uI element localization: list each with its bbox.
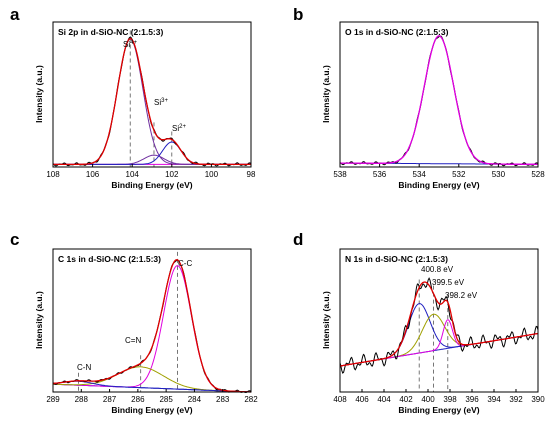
panel-b-x-tick-label: 534 xyxy=(413,170,427,179)
panel-c-ylabel: Intensity (a.u.) xyxy=(34,291,44,349)
panel-c-x-tick-label: 285 xyxy=(159,395,173,404)
panel-c-component-c1-line xyxy=(53,265,251,393)
panel-a-peak-label-si4: Si4+ xyxy=(123,40,137,49)
panel-d-component-c1-line xyxy=(339,303,539,367)
panel-d-x-tick-label: 408 xyxy=(333,395,347,404)
panel-a-peak-label-si2: Si2+ xyxy=(172,124,186,133)
panel-c-plot: 289 288 287 286 285 284 283 282 xyxy=(46,251,258,404)
panel-d-peak-label-398-2: 398.2 eV xyxy=(445,291,478,300)
panel-d-x-tick-label: 390 xyxy=(531,395,545,404)
panel-b-component-c1-line xyxy=(339,35,538,165)
panel-a-peak-label-si3: Si3+ xyxy=(154,98,168,107)
panel-c-xlabel: Binding Energy (eV) xyxy=(111,405,192,415)
panel-d-x-tick-label: 404 xyxy=(377,395,391,404)
panel-c-x-tick-label: 287 xyxy=(103,395,117,404)
panel-c-x-tick-label: 288 xyxy=(75,395,89,404)
panel-a-letter: a xyxy=(10,5,20,24)
panel-b-letter: b xyxy=(293,5,303,24)
panel-d-x-tick-label: 400 xyxy=(421,395,435,404)
panel-b-plot: 538 536 534 532 530 528 xyxy=(333,35,545,179)
panel-c-title: C 1s in d-SiO-NC (2:1.5:3) xyxy=(58,254,161,264)
panel-d: d 408 406 404 402 400 398 396 394 392 390 N 1s in… xyxy=(293,230,545,415)
panel-a-x-tick-label: 98 xyxy=(247,170,256,179)
panel-a-component-c1-line xyxy=(53,38,251,165)
panel-a-x-tick-label: 104 xyxy=(126,170,140,179)
panel-a-xlabel: Binding Energy (eV) xyxy=(111,180,192,190)
panel-c-x-tick-label: 289 xyxy=(46,395,60,404)
panel-a-x-tick-label: 102 xyxy=(165,170,179,179)
panel-d-peak-label-399-5: 399.5 eV xyxy=(432,278,465,287)
panel-d-x-tick-label: 398 xyxy=(443,395,457,404)
panel-a-envelope-line xyxy=(53,37,251,166)
panel-b-envelope-line xyxy=(339,35,538,166)
panel-b-raw-data-line xyxy=(339,35,539,167)
panel-c-peak-label-cc: C-C xyxy=(178,259,192,268)
panel-a-component-c2-line xyxy=(53,154,251,165)
panel-c-x-tick-label: 283 xyxy=(216,395,230,404)
panel-d-x-tick-label: 396 xyxy=(465,395,479,404)
panel-d-envelope-line xyxy=(339,281,539,367)
panel-d-plot: 408 406 404 402 400 398 396 394 392 390 xyxy=(333,277,545,404)
panel-d-x-tick-label: 402 xyxy=(399,395,413,404)
panel-b-x-tick-label: 528 xyxy=(531,170,545,179)
panel-c: c 289 288 287 286 285 284 283 282 C 1s in d-SiO… xyxy=(10,230,258,415)
panel-d-frame xyxy=(339,248,539,393)
panel-d-x-tick-label: 394 xyxy=(487,395,501,404)
panel-b-x-tick-label: 532 xyxy=(452,170,466,179)
panel-c-letter: c xyxy=(10,230,19,249)
panel-b-x-tick-label: 536 xyxy=(373,170,387,179)
panel-c-x-tick-label: 286 xyxy=(131,395,145,404)
panel-c-peak-label-cn: C-N xyxy=(77,363,91,372)
panel-a-x-tick-label: 106 xyxy=(86,170,100,179)
panel-d-component-c3-line xyxy=(339,319,539,367)
panel-b-title: O 1s in d-SiO-NC (2:1.5:3) xyxy=(345,27,449,37)
panel-c-x-tick-label: 282 xyxy=(244,395,258,404)
panel-c-x-tick-label: 284 xyxy=(188,395,202,404)
panel-d-xlabel: Binding Energy (eV) xyxy=(398,405,479,415)
panel-a-x-tick-label: 108 xyxy=(46,170,60,179)
panel-d-ylabel: Intensity (a.u.) xyxy=(321,291,331,349)
panel-b-frame xyxy=(339,21,539,168)
panel-a-x-tick-label: 100 xyxy=(205,170,219,179)
panel-b-x-tick-label: 538 xyxy=(333,170,347,179)
panel-d-letter: d xyxy=(293,230,303,249)
panel-d-x-tick-label: 392 xyxy=(509,395,523,404)
panel-a-frame xyxy=(52,21,252,168)
panel-a-title: Si 2p in d-SiO-NC (2:1.5:3) xyxy=(58,27,163,37)
panel-b-xlabel: Binding Energy (eV) xyxy=(398,180,479,190)
panel-b: b 538 536 534 532 530 528 O 1s in d-SiO-NC (2… xyxy=(293,5,545,190)
panel-d-peak-label-400-8: 400.8 eV xyxy=(421,265,454,274)
panel-c-raw-data-line xyxy=(52,259,252,394)
panel-c-envelope-line xyxy=(52,259,251,393)
panel-a-ylabel: Intensity (a.u.) xyxy=(34,65,44,123)
panel-a: a 108 106 104 102 100 98 Si 2p in d-SiO-NC (2… xyxy=(10,5,256,190)
panel-b-ylabel: Intensity (a.u.) xyxy=(321,65,331,123)
panel-a-plot: 108 106 104 102 100 98 xyxy=(46,30,256,179)
panel-d-raw-data-line xyxy=(339,277,539,374)
panel-a-component-c3-line xyxy=(53,141,251,165)
panel-b-x-tick-label: 530 xyxy=(492,170,506,179)
panel-c-frame xyxy=(52,248,252,393)
panel-c-peak-label-cn-double: C=N xyxy=(125,336,141,345)
panel-d-title: N 1s in d-SiO-NC (2:1.5:3) xyxy=(345,254,448,264)
panel-a-raw-data-line xyxy=(52,36,252,167)
panel-d-x-tick-label: 406 xyxy=(355,395,369,404)
